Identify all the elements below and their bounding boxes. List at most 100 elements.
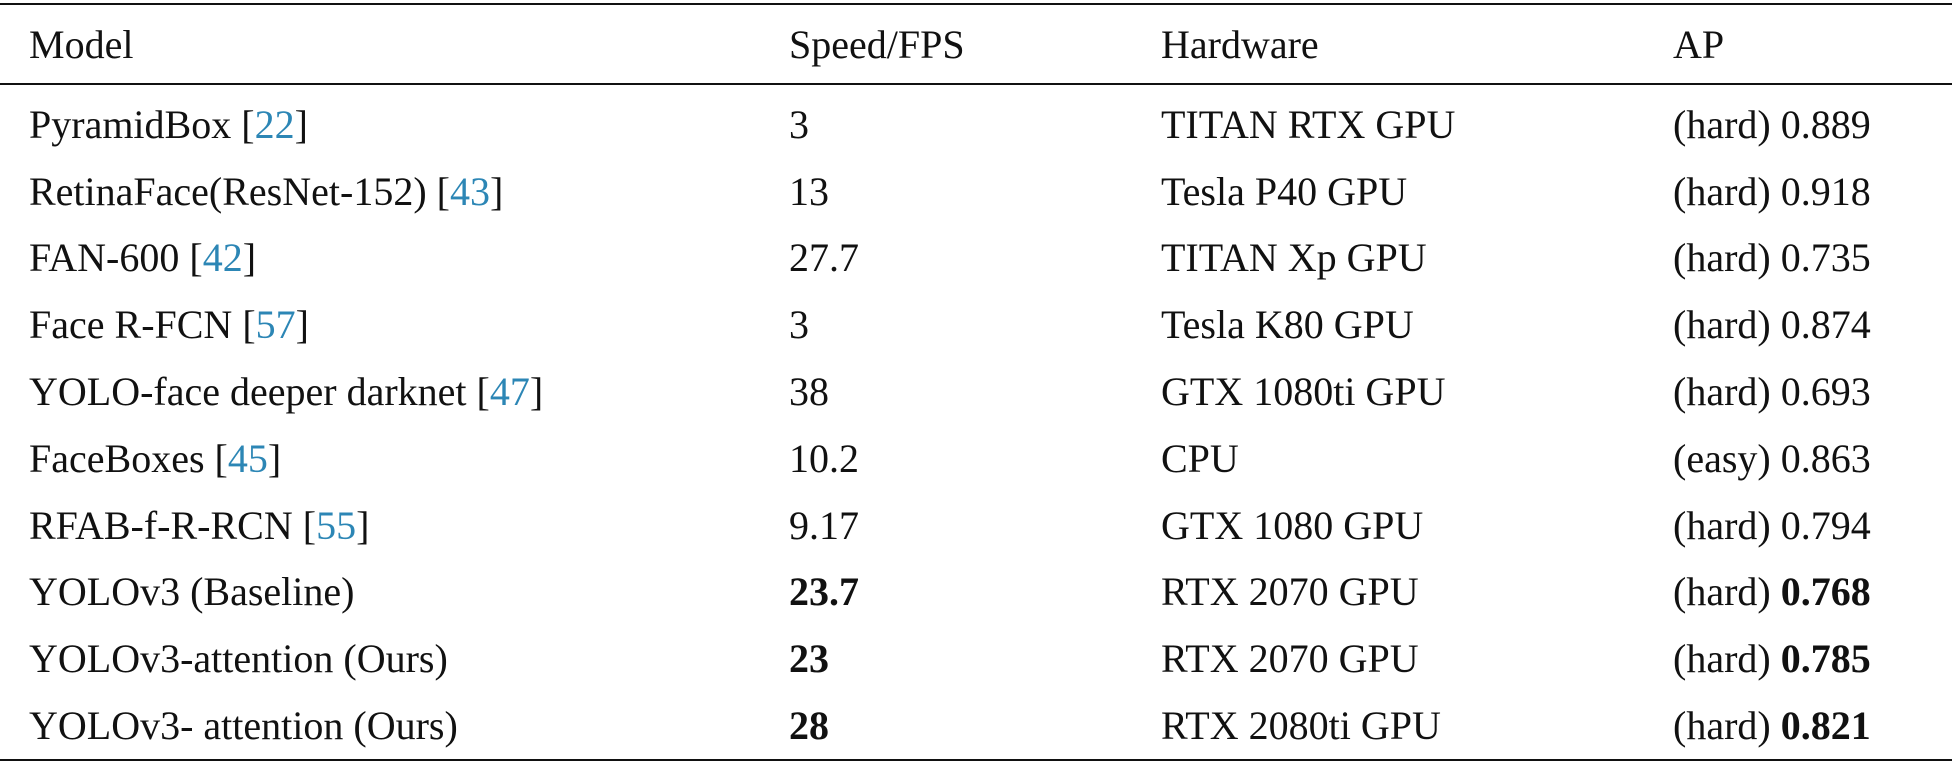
header-speed: Speed/FPS bbox=[789, 21, 965, 67]
citation-link[interactable]: 57 bbox=[255, 302, 296, 348]
ap-subset: (hard) bbox=[1673, 502, 1771, 548]
model-cell: RFAB-f-R-RCN [55] bbox=[0, 492, 789, 559]
ap-value: 0.768 bbox=[1780, 569, 1871, 615]
ap-value: 0.889 bbox=[1780, 101, 1871, 147]
ap-cell: (hard) 0.735 bbox=[1673, 225, 1952, 292]
ap-subset: (hard) bbox=[1673, 569, 1771, 615]
ap-subset: (hard) bbox=[1673, 235, 1771, 281]
model-name: RFAB-f-R-RCN bbox=[29, 502, 293, 548]
header-ap: AP bbox=[1673, 21, 1725, 67]
ap-value: 0.821 bbox=[1780, 703, 1871, 749]
table-row: YOLO-face deeper darknet [47] 38 GTX 1080t… bbox=[0, 358, 1952, 425]
comparison-table-container: Model Speed/FPS Hardware AP PyramidBox [… bbox=[0, 3, 1952, 761]
table-row: FAN-600 [42] 27.7 TITAN Xp GPU (hard) 0.735 bbox=[0, 225, 1952, 292]
ap-cell: (hard) 0.874 bbox=[1673, 291, 1952, 358]
ap-subset: (hard) bbox=[1673, 302, 1771, 348]
hardware-cell: TITAN RTX GPU bbox=[1161, 101, 1456, 147]
ap-cell: (hard) 0.785 bbox=[1673, 625, 1952, 692]
speed-cell: 3 bbox=[789, 302, 809, 348]
header-row: Model Speed/FPS Hardware AP bbox=[0, 4, 1952, 84]
hardware-cell: RTX 2080ti GPU bbox=[1161, 703, 1441, 749]
citation: [57] bbox=[232, 302, 309, 348]
model-name: PyramidBox bbox=[29, 101, 232, 147]
citation-link[interactable]: 42 bbox=[202, 235, 243, 281]
speed-cell: 3 bbox=[789, 101, 809, 147]
table-row: YOLOv3 (Baseline) 23.7 RTX 2070 GPU (hard) … bbox=[0, 559, 1952, 626]
speed-cell: 38 bbox=[789, 369, 829, 415]
model-name: Face R-FCN bbox=[29, 302, 233, 348]
model-cell: YOLO-face deeper darknet [47] bbox=[0, 358, 789, 425]
citation: [55] bbox=[292, 502, 370, 548]
hardware-cell: TITAN Xp GPU bbox=[1161, 235, 1427, 281]
citation-link[interactable]: 22 bbox=[254, 101, 295, 147]
model-name: YOLOv3 (Baseline) bbox=[29, 569, 355, 615]
hardware-cell: Tesla P40 GPU bbox=[1161, 168, 1408, 214]
ap-value: 0.863 bbox=[1780, 435, 1871, 481]
table-row: YOLOv3- attention (Ours) 28 RTX 2080ti GPU… bbox=[0, 692, 1952, 760]
ap-subset: (hard) bbox=[1673, 168, 1771, 214]
hardware-cell: RTX 2070 GPU bbox=[1161, 569, 1419, 615]
hardware-cell: RTX 2070 GPU bbox=[1161, 636, 1419, 682]
citation-link[interactable]: 55 bbox=[316, 502, 357, 548]
model-cell: FaceBoxes [45] bbox=[0, 425, 789, 492]
ap-subset: (hard) bbox=[1673, 703, 1771, 749]
citation: [47] bbox=[466, 369, 544, 415]
hardware-cell: Tesla K80 GPU bbox=[1161, 302, 1414, 348]
table-row: FaceBoxes [45] 10.2 CPU (easy) 0.863 bbox=[0, 425, 1952, 492]
model-name: RetinaFace(ResNet-152) bbox=[29, 168, 427, 214]
ap-subset: (hard) bbox=[1673, 101, 1771, 147]
model-name: YOLOv3-attention (Ours) bbox=[29, 636, 448, 682]
citation-link[interactable]: 47 bbox=[489, 369, 530, 415]
model-name: YOLO-face deeper darknet bbox=[29, 369, 467, 415]
ap-subset: (hard) bbox=[1673, 636, 1771, 682]
citation: [42] bbox=[179, 235, 257, 281]
ap-cell: (hard) 0.794 bbox=[1673, 492, 1952, 559]
citation: [22] bbox=[231, 101, 308, 147]
hardware-cell: GTX 1080 GPU bbox=[1161, 502, 1424, 548]
ap-cell: (hard) 0.768 bbox=[1673, 559, 1952, 626]
speed-cell: 23.7 bbox=[789, 569, 859, 615]
table-header: Model Speed/FPS Hardware AP bbox=[0, 4, 1952, 84]
citation-link[interactable]: 43 bbox=[449, 168, 490, 214]
model-name: YOLOv3- attention (Ours) bbox=[29, 703, 458, 749]
table-row: YOLOv3-attention (Ours) 23 RTX 2070 GPU (ha… bbox=[0, 625, 1952, 692]
comparison-table: Model Speed/FPS Hardware AP PyramidBox [… bbox=[0, 3, 1952, 761]
header-model: Model bbox=[29, 21, 134, 67]
ap-cell: (easy) 0.863 bbox=[1673, 425, 1952, 492]
ap-value: 0.794 bbox=[1780, 502, 1871, 548]
table-row: Face R-FCN [57] 3 Tesla K80 GPU (hard) 0.87… bbox=[0, 291, 1952, 358]
citation: [45] bbox=[204, 435, 282, 481]
speed-cell: 23 bbox=[789, 636, 829, 682]
model-cell: YOLOv3- attention (Ours) bbox=[0, 692, 789, 760]
model-cell: YOLOv3 (Baseline) bbox=[0, 559, 789, 626]
speed-cell: 28 bbox=[789, 703, 829, 749]
ap-cell: (hard) 0.918 bbox=[1673, 158, 1952, 225]
model-name: FaceBoxes bbox=[29, 435, 205, 481]
ap-cell: (hard) 0.821 bbox=[1673, 692, 1952, 760]
model-cell: Face R-FCN [57] bbox=[0, 291, 789, 358]
speed-cell: 9.17 bbox=[789, 502, 859, 548]
table-row: RetinaFace(ResNet-152) [43] 13 Tesla P40 G… bbox=[0, 158, 1952, 225]
model-cell: FAN-600 [42] bbox=[0, 225, 789, 292]
citation: [43] bbox=[426, 168, 504, 214]
table-row: RFAB-f-R-RCN [55] 9.17 GTX 1080 GPU (hard) … bbox=[0, 492, 1952, 559]
model-name: FAN-600 bbox=[29, 235, 180, 281]
ap-value: 0.918 bbox=[1780, 168, 1871, 214]
model-cell: PyramidBox [22] bbox=[0, 84, 789, 158]
model-cell: YOLOv3-attention (Ours) bbox=[0, 625, 789, 692]
ap-cell: (hard) 0.889 bbox=[1673, 84, 1952, 158]
model-cell: RetinaFace(ResNet-152) [43] bbox=[0, 158, 789, 225]
ap-value: 0.735 bbox=[1780, 235, 1871, 281]
ap-value: 0.785 bbox=[1780, 636, 1871, 682]
header-hardware: Hardware bbox=[1161, 21, 1319, 67]
hardware-cell: CPU bbox=[1161, 435, 1239, 481]
ap-value: 0.693 bbox=[1780, 369, 1871, 415]
table-row: PyramidBox [22] 3 TITAN RTX GPU (hard) 0.88… bbox=[0, 84, 1952, 158]
ap-cell: (hard) 0.693 bbox=[1673, 358, 1952, 425]
citation-link[interactable]: 45 bbox=[227, 435, 268, 481]
ap-value: 0.874 bbox=[1780, 302, 1871, 348]
ap-subset: (hard) bbox=[1673, 369, 1771, 415]
speed-cell: 10.2 bbox=[789, 435, 859, 481]
table-body: PyramidBox [22] 3 TITAN RTX GPU (hard) 0.88… bbox=[0, 84, 1952, 760]
hardware-cell: GTX 1080ti GPU bbox=[1161, 369, 1446, 415]
